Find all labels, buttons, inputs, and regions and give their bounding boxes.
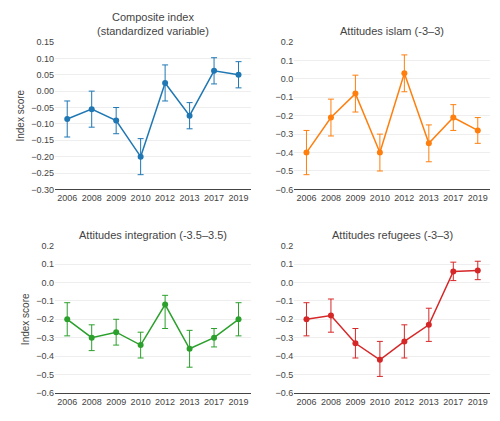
svg-text:−0.1: −0.1	[36, 296, 54, 306]
svg-text:−0.25: −0.25	[31, 168, 54, 178]
svg-text:−0.1: −0.1	[275, 92, 293, 102]
svg-text:2006: 2006	[57, 193, 77, 203]
svg-text:−0.30: −0.30	[31, 185, 54, 195]
svg-text:Index score: Index score	[15, 89, 26, 141]
svg-text:−0.10: −0.10	[31, 119, 54, 129]
svg-text:−0.3: −0.3	[275, 129, 293, 139]
svg-text:2008: 2008	[321, 193, 341, 203]
svg-text:−0.15: −0.15	[31, 135, 54, 145]
svg-text:2008: 2008	[321, 397, 341, 407]
svg-text:2019: 2019	[468, 397, 488, 407]
svg-text:2009: 2009	[106, 397, 126, 407]
svg-text:−0.2: −0.2	[36, 314, 54, 324]
svg-text:−0.2: −0.2	[275, 314, 293, 324]
svg-text:0.05: 0.05	[36, 70, 54, 80]
svg-text:−0.5: −0.5	[275, 166, 293, 176]
svg-text:2010: 2010	[131, 193, 151, 203]
svg-text:2009: 2009	[345, 397, 365, 407]
svg-text:Attitudes integration (-3.5–3.: Attitudes integration (-3.5–3.5)	[79, 229, 227, 241]
svg-text:2010: 2010	[370, 193, 390, 203]
svg-text:−0.5: −0.5	[275, 370, 293, 380]
svg-text:−0.4: −0.4	[275, 148, 293, 158]
svg-text:2012: 2012	[394, 397, 414, 407]
svg-text:0.1: 0.1	[41, 259, 54, 269]
svg-text:Attitudes refugees (-3–3): Attitudes refugees (-3–3)	[332, 229, 453, 241]
svg-text:2010: 2010	[370, 397, 390, 407]
svg-text:2009: 2009	[106, 193, 126, 203]
svg-text:2006: 2006	[296, 193, 316, 203]
svg-text:2008: 2008	[82, 397, 102, 407]
svg-text:2019: 2019	[229, 193, 249, 203]
svg-text:2019: 2019	[229, 397, 249, 407]
svg-text:2013: 2013	[419, 397, 439, 407]
svg-text:Index score: Index score	[20, 293, 31, 345]
svg-text:2013: 2013	[419, 193, 439, 203]
svg-text:0.15: 0.15	[36, 37, 54, 47]
svg-text:−0.20: −0.20	[31, 152, 54, 162]
svg-text:−0.4: −0.4	[36, 351, 54, 361]
svg-text:0.2: 0.2	[281, 241, 294, 251]
svg-text:2019: 2019	[468, 193, 488, 203]
svg-text:0.1: 0.1	[281, 259, 294, 269]
svg-text:−0.2: −0.2	[275, 111, 293, 121]
svg-text:2006: 2006	[296, 397, 316, 407]
svg-text:−0.5: −0.5	[36, 370, 54, 380]
svg-text:−0.4: −0.4	[275, 351, 293, 361]
svg-text:−0.05: −0.05	[31, 103, 54, 113]
svg-text:0.0: 0.0	[281, 74, 294, 84]
svg-text:0.0: 0.0	[41, 278, 54, 288]
svg-text:2008: 2008	[82, 193, 102, 203]
svg-text:2012: 2012	[155, 397, 175, 407]
svg-text:2006: 2006	[57, 397, 77, 407]
svg-text:0.2: 0.2	[281, 37, 294, 47]
svg-text:2017: 2017	[204, 397, 224, 407]
svg-text:0.0: 0.0	[281, 278, 294, 288]
svg-text:−0.6: −0.6	[36, 388, 54, 398]
svg-text:2010: 2010	[131, 397, 151, 407]
svg-text:Attitudes islam (-3–3): Attitudes islam (-3–3)	[340, 25, 444, 37]
svg-text:2009: 2009	[345, 193, 365, 203]
svg-text:2013: 2013	[180, 193, 200, 203]
svg-text:−0.6: −0.6	[275, 388, 293, 398]
svg-text:2013: 2013	[180, 397, 200, 407]
svg-text:0.1: 0.1	[281, 56, 294, 66]
svg-text:−0.3: −0.3	[36, 333, 54, 343]
svg-text:0.10: 0.10	[36, 54, 54, 64]
svg-text:2017: 2017	[443, 397, 463, 407]
svg-text:Composite index(standardized v: Composite index(standardized variable)	[97, 11, 209, 37]
svg-text:0.00: 0.00	[36, 86, 54, 96]
svg-text:−0.3: −0.3	[275, 333, 293, 343]
svg-text:2017: 2017	[443, 193, 463, 203]
svg-text:−0.1: −0.1	[275, 296, 293, 306]
svg-text:−0.6: −0.6	[275, 185, 293, 195]
svg-text:2017: 2017	[204, 193, 224, 203]
svg-text:2012: 2012	[394, 193, 414, 203]
svg-text:0.2: 0.2	[41, 241, 54, 251]
svg-text:2012: 2012	[155, 193, 175, 203]
